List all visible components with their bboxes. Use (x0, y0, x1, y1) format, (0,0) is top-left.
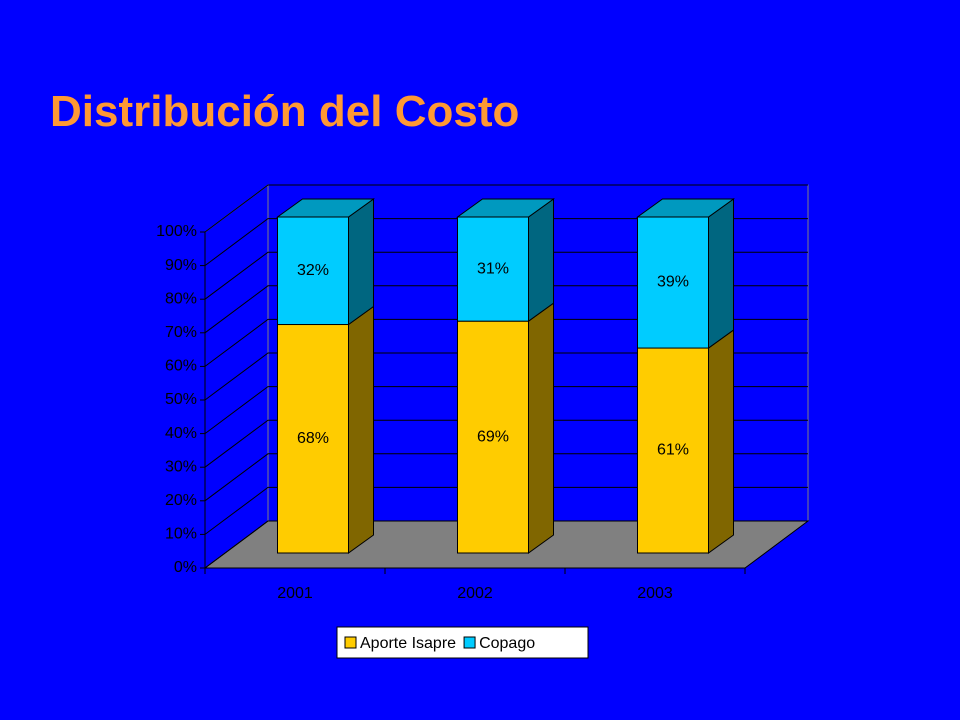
bar-side (348, 198, 374, 326)
bar (457, 216, 529, 322)
legend-label: Copago (479, 635, 535, 652)
bar-top (455, 198, 556, 218)
y-tick-label: 60% (165, 358, 197, 375)
grid-line (204, 285, 808, 334)
bar-side (348, 305, 374, 554)
bar-top (635, 198, 736, 218)
y-tick-label: 50% (165, 391, 197, 408)
value-label: 61% (657, 442, 689, 459)
bar (637, 347, 709, 554)
value-label: 68% (297, 430, 329, 447)
bar-side (708, 329, 734, 554)
grid-line (204, 218, 808, 267)
value-label: 32% (297, 262, 329, 279)
y-tick-label: 10% (165, 526, 197, 543)
y-tick-label: 0% (174, 559, 197, 576)
legend-swatch (344, 636, 357, 649)
value-label: 31% (477, 260, 509, 277)
bar-side (528, 198, 554, 323)
bar (637, 216, 709, 349)
y-tick-label: 100% (156, 223, 197, 240)
y-tick-label: 30% (165, 458, 197, 475)
y-tick-label: 20% (165, 492, 197, 509)
grid-line (204, 486, 808, 535)
y-tick-label: 80% (165, 290, 197, 307)
x-tick-label: 2001 (277, 585, 313, 602)
y-tick-label: 40% (165, 425, 197, 442)
legend-swatch (463, 636, 476, 649)
grid-line (204, 251, 808, 300)
bar (457, 320, 529, 554)
x-tick-label: 2003 (637, 585, 673, 602)
x-tick-label: 2002 (457, 585, 493, 602)
legend-box (336, 626, 589, 659)
value-label: 39% (657, 274, 689, 291)
bar-side (528, 302, 554, 554)
grid-line (204, 386, 808, 435)
bar-side (708, 198, 734, 350)
grid-line (204, 318, 808, 367)
bar (277, 324, 349, 554)
value-label: 69% (477, 428, 509, 445)
grid-line (204, 352, 808, 401)
y-tick-label: 90% (165, 257, 197, 274)
grid-line (204, 184, 808, 233)
chart-title: Distribución del Costo (50, 87, 519, 136)
grid-line (204, 419, 808, 468)
grid-line (204, 453, 808, 502)
y-tick-label: 70% (165, 324, 197, 341)
bar-top (275, 198, 376, 218)
grid-line (204, 520, 808, 569)
legend-label: Aporte Isapre (360, 635, 456, 652)
